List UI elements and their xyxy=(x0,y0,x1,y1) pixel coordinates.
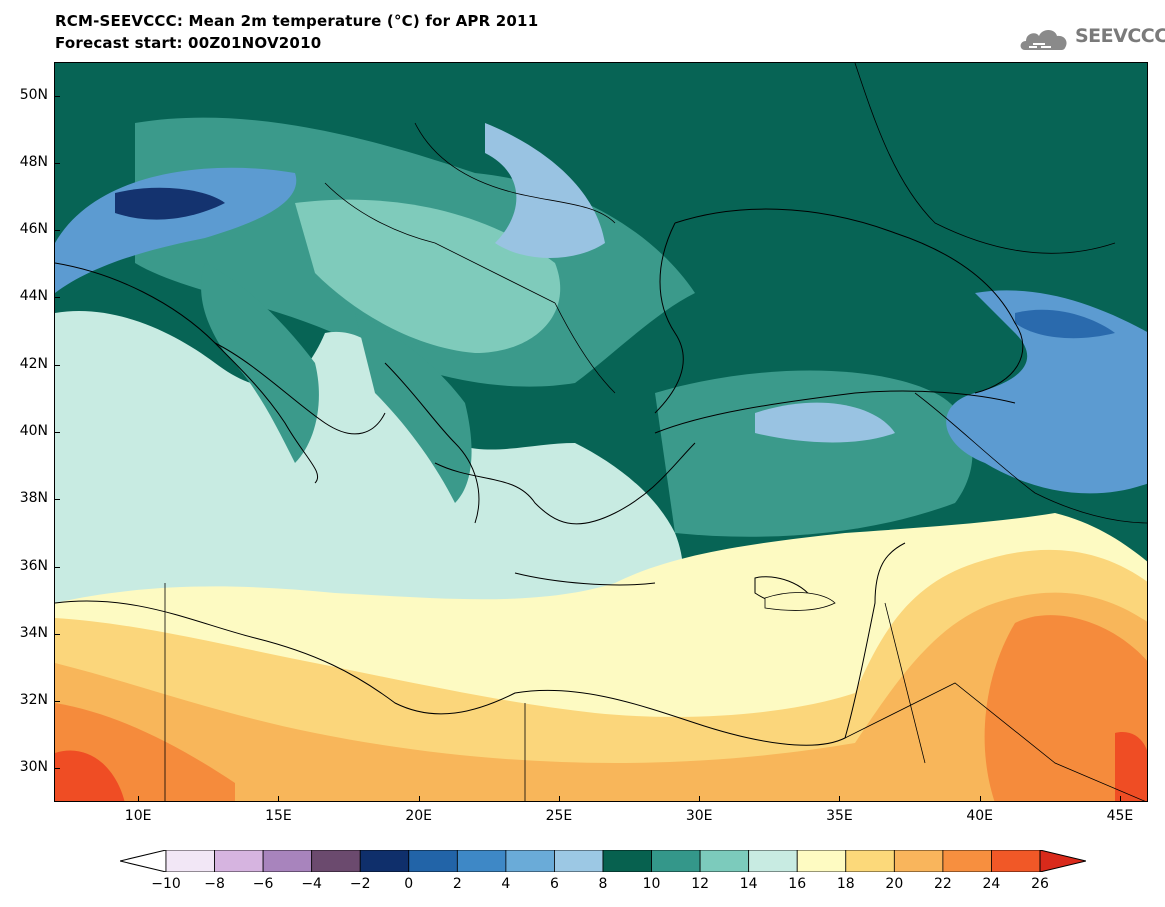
latitude-label: 42N xyxy=(19,355,48,372)
longitude-tick xyxy=(839,796,841,802)
colorbar-swatch xyxy=(408,849,458,873)
colorbar-label: 8 xyxy=(598,876,608,892)
latitude-label: 44N xyxy=(19,288,48,305)
colorbar-swatch xyxy=(505,849,555,873)
colorbar-label: −10 xyxy=(151,876,181,892)
colorbar-swatch xyxy=(311,849,361,873)
latitude-tick xyxy=(54,230,60,232)
latitude-tick xyxy=(54,364,60,366)
colorbar-label: 6 xyxy=(549,876,559,892)
longitude-label: 30E xyxy=(685,808,713,824)
longitude-label: 35E xyxy=(826,808,853,824)
latitude-tick xyxy=(54,297,60,299)
latitude-label: 32N xyxy=(19,692,48,709)
latitude-label: 46N xyxy=(19,221,48,238)
latitude-tick xyxy=(54,633,60,635)
longitude-label: 15E xyxy=(265,808,292,824)
longitude-label: 45E xyxy=(1106,808,1134,824)
colorbar-label: 18 xyxy=(836,876,855,892)
latitude-tick xyxy=(54,768,60,770)
colorbar-swatches xyxy=(119,849,1087,873)
latitude-tick xyxy=(54,566,60,568)
colorbar-label: 16 xyxy=(788,876,807,892)
colorbar-swatch xyxy=(602,849,652,873)
colorbar-swatch xyxy=(699,849,750,873)
longitude-tick xyxy=(979,796,981,802)
colorbar-swatch xyxy=(893,849,944,873)
logo-text: SEEVCCC xyxy=(1075,25,1165,47)
longitude-tick xyxy=(418,796,420,802)
colorbar-label: 20 xyxy=(885,876,904,892)
longitude-label: 25E xyxy=(545,808,573,824)
latitude-label: 50N xyxy=(19,86,48,103)
latitude-label: 30N xyxy=(19,759,48,776)
latitude-label: 38N xyxy=(19,490,48,507)
colorbar-label: 22 xyxy=(933,876,952,892)
latitude-tick xyxy=(54,701,60,703)
latitude-label: 48N xyxy=(19,153,48,170)
colorbar-swatch xyxy=(796,849,847,873)
temperature-field xyxy=(55,63,1147,801)
colorbar-label: −2 xyxy=(349,876,371,892)
latitude-label: 40N xyxy=(19,423,48,439)
colorbar-label: −6 xyxy=(252,876,274,892)
colorbar-label: 2 xyxy=(452,876,462,892)
colorbar-swatch xyxy=(748,849,798,873)
latitude-label: 36N xyxy=(19,557,48,574)
colorbar-label: 10 xyxy=(642,876,661,892)
colorbar-swatch xyxy=(456,849,507,873)
colorbar-swatch xyxy=(942,849,992,873)
colorbar-label: 0 xyxy=(404,876,414,892)
longitude-tick xyxy=(699,796,701,802)
colorbar-label: 24 xyxy=(982,876,1001,892)
seevccc-logo: SEEVCCC xyxy=(1017,22,1165,56)
colorbar-label: −8 xyxy=(204,876,225,892)
latitude-tick xyxy=(54,499,60,501)
map-title: RCM-SEEVCCC: Mean 2m temperature (°C) fo… xyxy=(55,12,539,30)
latitude-tick xyxy=(54,95,60,97)
colorbar-swatch xyxy=(845,849,895,873)
longitude-tick xyxy=(1119,796,1121,802)
colorbar-swatch xyxy=(554,849,604,873)
country-borders xyxy=(164,63,1147,801)
longitude-label: 20E xyxy=(405,808,432,824)
colorbar-label: 26 xyxy=(1031,876,1049,892)
colorbar-swatch xyxy=(165,849,215,873)
colorbar xyxy=(119,849,1087,873)
longitude-label: 40E xyxy=(966,808,994,824)
latitude-label: 34N xyxy=(19,624,48,641)
longitude-tick xyxy=(558,796,560,802)
latitude-tick xyxy=(54,432,60,433)
temperature-map xyxy=(54,62,1148,802)
colorbar-swatch xyxy=(651,849,701,873)
colorbar-swatch xyxy=(214,849,264,873)
colorbar-label: 12 xyxy=(691,876,710,892)
forecast-start-label: Forecast start: 00Z01NOV2010 xyxy=(55,34,322,52)
longitude-label: 10E xyxy=(124,808,152,824)
colorbar-label: −4 xyxy=(301,876,322,892)
longitude-tick xyxy=(138,796,140,802)
latitude-tick xyxy=(54,162,60,164)
colorbar-swatch xyxy=(359,849,410,873)
cloud-icon xyxy=(1020,30,1067,50)
colorbar-under-triangle xyxy=(119,849,167,873)
colorbar-label: 14 xyxy=(739,876,758,892)
coastlines xyxy=(55,208,1024,746)
colorbar-over-triangle xyxy=(1039,849,1087,873)
colorbar-label: 4 xyxy=(501,876,511,892)
longitude-tick xyxy=(278,796,280,802)
colorbar-swatch xyxy=(262,849,313,873)
colorbar-swatch xyxy=(991,849,1041,873)
